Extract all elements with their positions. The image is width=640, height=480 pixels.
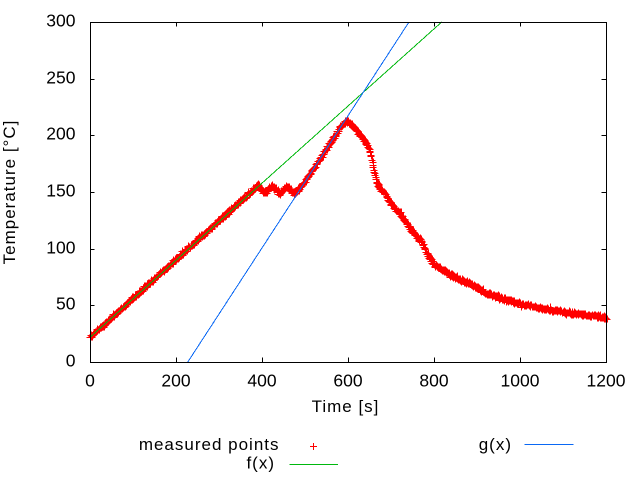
svg-text:150: 150 bbox=[46, 180, 75, 200]
svg-text:50: 50 bbox=[56, 293, 76, 313]
svg-text:100: 100 bbox=[46, 237, 75, 257]
svg-text:measured points: measured points bbox=[139, 435, 280, 454]
svg-text:400: 400 bbox=[247, 370, 276, 390]
svg-text:300: 300 bbox=[46, 10, 75, 30]
svg-text:200: 200 bbox=[161, 370, 190, 390]
svg-text:0: 0 bbox=[85, 370, 95, 390]
svg-text:800: 800 bbox=[419, 370, 448, 390]
svg-text:0: 0 bbox=[66, 350, 76, 370]
svg-text:250: 250 bbox=[46, 67, 75, 87]
svg-text:600: 600 bbox=[333, 370, 362, 390]
svg-text:1000: 1000 bbox=[501, 370, 540, 390]
svg-text:Time [s]: Time [s] bbox=[312, 397, 380, 416]
svg-text:g(x): g(x) bbox=[479, 435, 512, 454]
svg-text:1200: 1200 bbox=[587, 370, 626, 390]
svg-text:Temperature [°C]: Temperature [°C] bbox=[0, 120, 19, 265]
svg-text:f(x): f(x) bbox=[246, 454, 275, 473]
svg-text:200: 200 bbox=[46, 123, 75, 143]
